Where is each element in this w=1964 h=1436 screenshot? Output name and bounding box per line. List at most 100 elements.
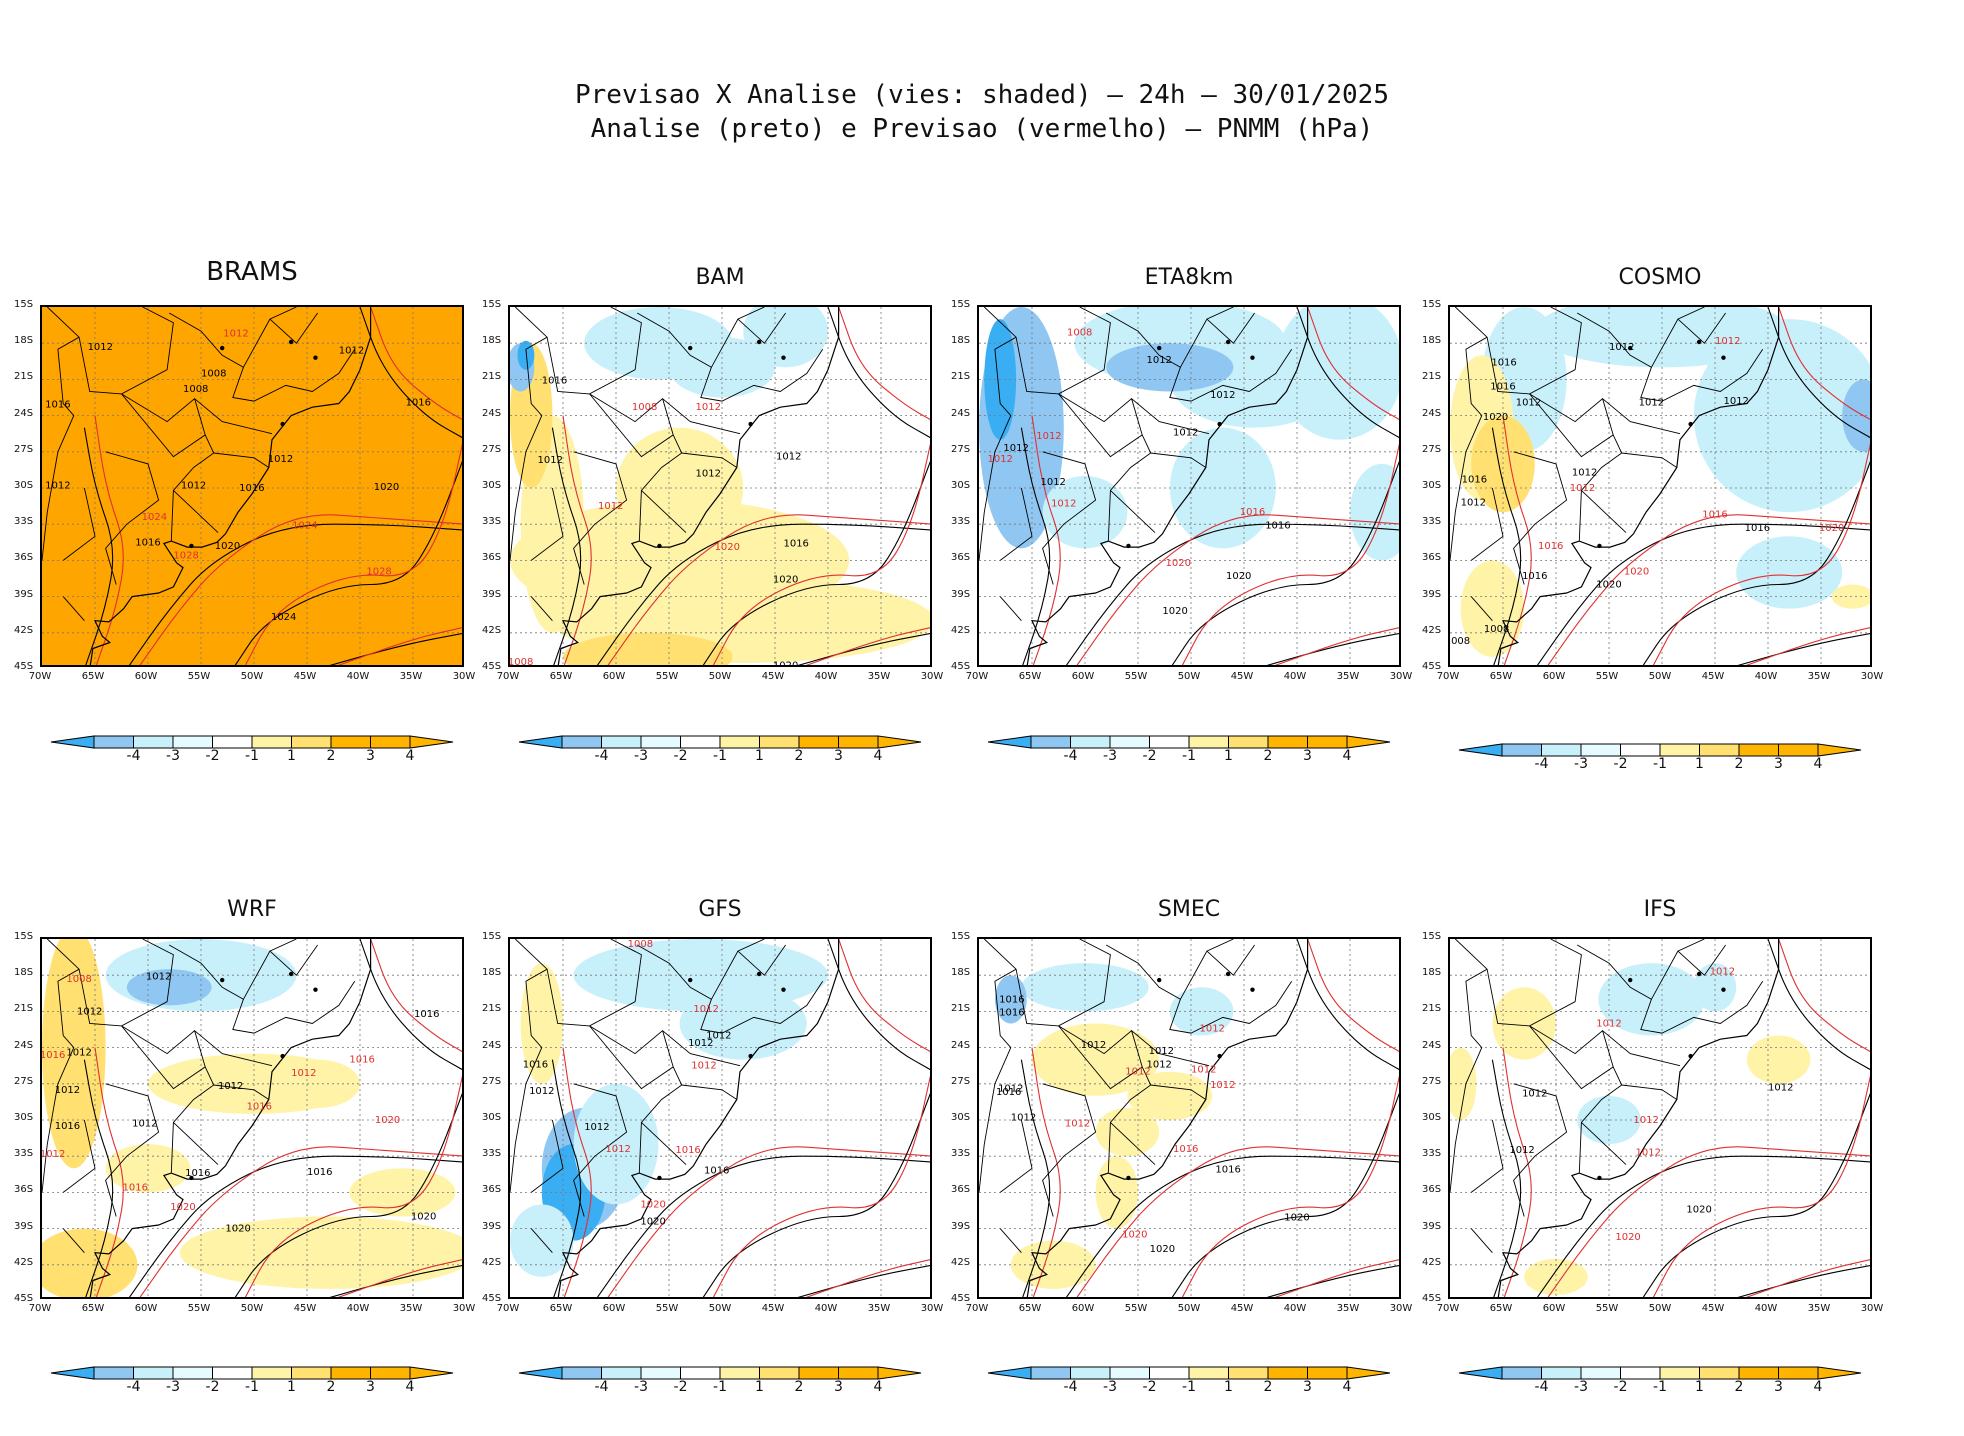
isobar-label: 1016 <box>999 1008 1024 1019</box>
colorbar-label: 3 <box>1774 1379 1783 1395</box>
forecast-isobar <box>94 1047 124 1297</box>
lat-tick-label: 21S <box>951 1003 971 1015</box>
colorbar-bin <box>251 1366 292 1380</box>
isobar-label: 1012 <box>181 481 206 492</box>
isobar-label: 1020 <box>1483 412 1508 423</box>
isobar-label: 1016 <box>42 1050 65 1061</box>
lon-tick-label: 35W <box>399 1303 423 1314</box>
colorbar-label: -3 <box>1574 756 1588 772</box>
border-line <box>1470 1228 1493 1253</box>
border-line <box>662 398 741 435</box>
lake-marker <box>313 987 318 992</box>
isobar-label: 1008 <box>183 384 208 395</box>
colorbar-bin <box>1620 1366 1661 1380</box>
analysis-isobar <box>359 307 462 439</box>
panel-title: ETA8km <box>1144 265 1234 290</box>
border-line <box>232 980 356 1034</box>
colorbar-bin <box>1228 1366 1269 1380</box>
forecast-isobar <box>1778 939 1870 1052</box>
panel-title: GFS <box>698 897 742 922</box>
forecast-isobar <box>562 1047 592 1297</box>
panel-title: COSMO <box>1618 265 1702 290</box>
isobar-label: 1028 <box>173 551 198 562</box>
border-line <box>62 1119 96 1193</box>
lon-tick-label: 30W <box>1860 1303 1884 1314</box>
forecast-isobar <box>1502 415 1532 665</box>
isobar-label: 1012 <box>1125 1067 1150 1078</box>
isobar-label: 1012 <box>1715 336 1740 347</box>
lat-tick-label: 15S <box>1422 299 1442 310</box>
isobar-label: 1012 <box>1570 483 1595 494</box>
lat-tick-label: 45S <box>1422 661 1442 672</box>
analysis-isobar <box>1767 939 1870 1071</box>
map-canvas: 1012 1008 1008 1016 1012 1012 1012 1016 1016 1020… <box>42 307 462 665</box>
analysis-isobar <box>83 427 114 665</box>
bias-area <box>1350 463 1399 561</box>
isobar-label: 1016 <box>1702 510 1727 521</box>
map-panel-wrf: WRF 1008 1012 1012 1016 1012 1016 1012 1012 1016 1… <box>14 897 475 1314</box>
isobar-label: 1020 <box>1615 1232 1640 1243</box>
isobar-label: 1012 <box>132 1119 157 1130</box>
colorbar-min-arrow <box>518 1366 563 1380</box>
lat-tick-label: 18S <box>951 967 971 979</box>
colorbar-min-arrow <box>50 735 95 749</box>
colorbar-bin <box>172 1366 213 1380</box>
analysis-isobar <box>596 523 930 665</box>
border-line <box>700 348 824 402</box>
colorbar-bin <box>1109 735 1150 749</box>
isobar-label: 1020 <box>375 1115 400 1126</box>
lat-tick-label: 36S <box>1422 1184 1442 1196</box>
lake-marker <box>1217 421 1222 427</box>
analysis-isobar <box>1171 1092 1399 1297</box>
isobar-label: 1020 <box>773 575 798 586</box>
isobar-label: 1016 <box>675 1145 700 1156</box>
border-line <box>1677 312 1726 344</box>
colorbar-label: -3 <box>1103 1379 1117 1395</box>
colorbar-bin <box>1659 743 1700 757</box>
lon-tick-label: 45W <box>293 1303 317 1314</box>
forecast-isobar <box>1307 939 1399 1052</box>
border-line <box>105 1083 160 1217</box>
colorbar-label: -4 <box>1063 1379 1078 1395</box>
border-line <box>1110 490 1156 533</box>
colorbar-label: 4 <box>1813 1379 1823 1395</box>
isobar-label: 1020 <box>1226 571 1251 582</box>
lat-tick-label: 33S <box>951 1148 971 1160</box>
bias-area <box>679 987 807 1060</box>
colorbar-max-arrow <box>1817 1366 1862 1380</box>
isobar-label: 1012 <box>223 329 248 340</box>
border-line <box>737 312 786 344</box>
analysis-isobar <box>827 939 930 1071</box>
lon-tick-label: 40W <box>814 671 838 682</box>
border-line <box>42 968 80 1193</box>
lat-tick-label: 24S <box>1422 407 1442 419</box>
lon-tick-label: 35W <box>1336 1303 1360 1314</box>
lon-tick-label: 30W <box>1860 671 1884 682</box>
colorbar-label: 1 <box>1695 1379 1704 1395</box>
colorbar-label: -1 <box>1182 1379 1196 1395</box>
colorbar-label: -4 <box>126 1379 141 1395</box>
analysis-isobar <box>1536 1155 1870 1297</box>
colorbar-label: 4 <box>405 1379 415 1395</box>
lat-tick-label: 27S <box>951 1075 971 1087</box>
isobar-label: 1012 <box>1710 967 1735 978</box>
isobar-label: 1012 <box>1146 355 1171 366</box>
lat-tick-label: 21S <box>951 371 971 383</box>
lat-tick-label: 27S <box>1422 443 1442 455</box>
colorbar-label: 1 <box>1695 756 1704 772</box>
map-frame: 1016 1008 1012 1012 1012 1012 1012 1016 1020 1020… <box>508 305 932 667</box>
isobar-label: 1020 <box>1150 1244 1175 1255</box>
isobar-label: 1020 <box>1596 580 1621 591</box>
lon-tick-label: 45W <box>1230 671 1254 682</box>
colorbar-bin <box>212 735 253 749</box>
analysis-isobar <box>128 1155 462 1297</box>
border-line <box>1513 451 1568 585</box>
isobar-label: 1020 <box>1162 606 1187 617</box>
lat-tick-label: 15S <box>951 931 971 942</box>
border-line <box>1105 939 1234 1000</box>
lat-tick-label: 42S <box>482 624 502 636</box>
lat-tick-label: 30S <box>14 1112 34 1123</box>
bias-area <box>42 1228 138 1297</box>
bias-area <box>179 1216 462 1289</box>
isobar-label: 1020 <box>1166 558 1191 569</box>
